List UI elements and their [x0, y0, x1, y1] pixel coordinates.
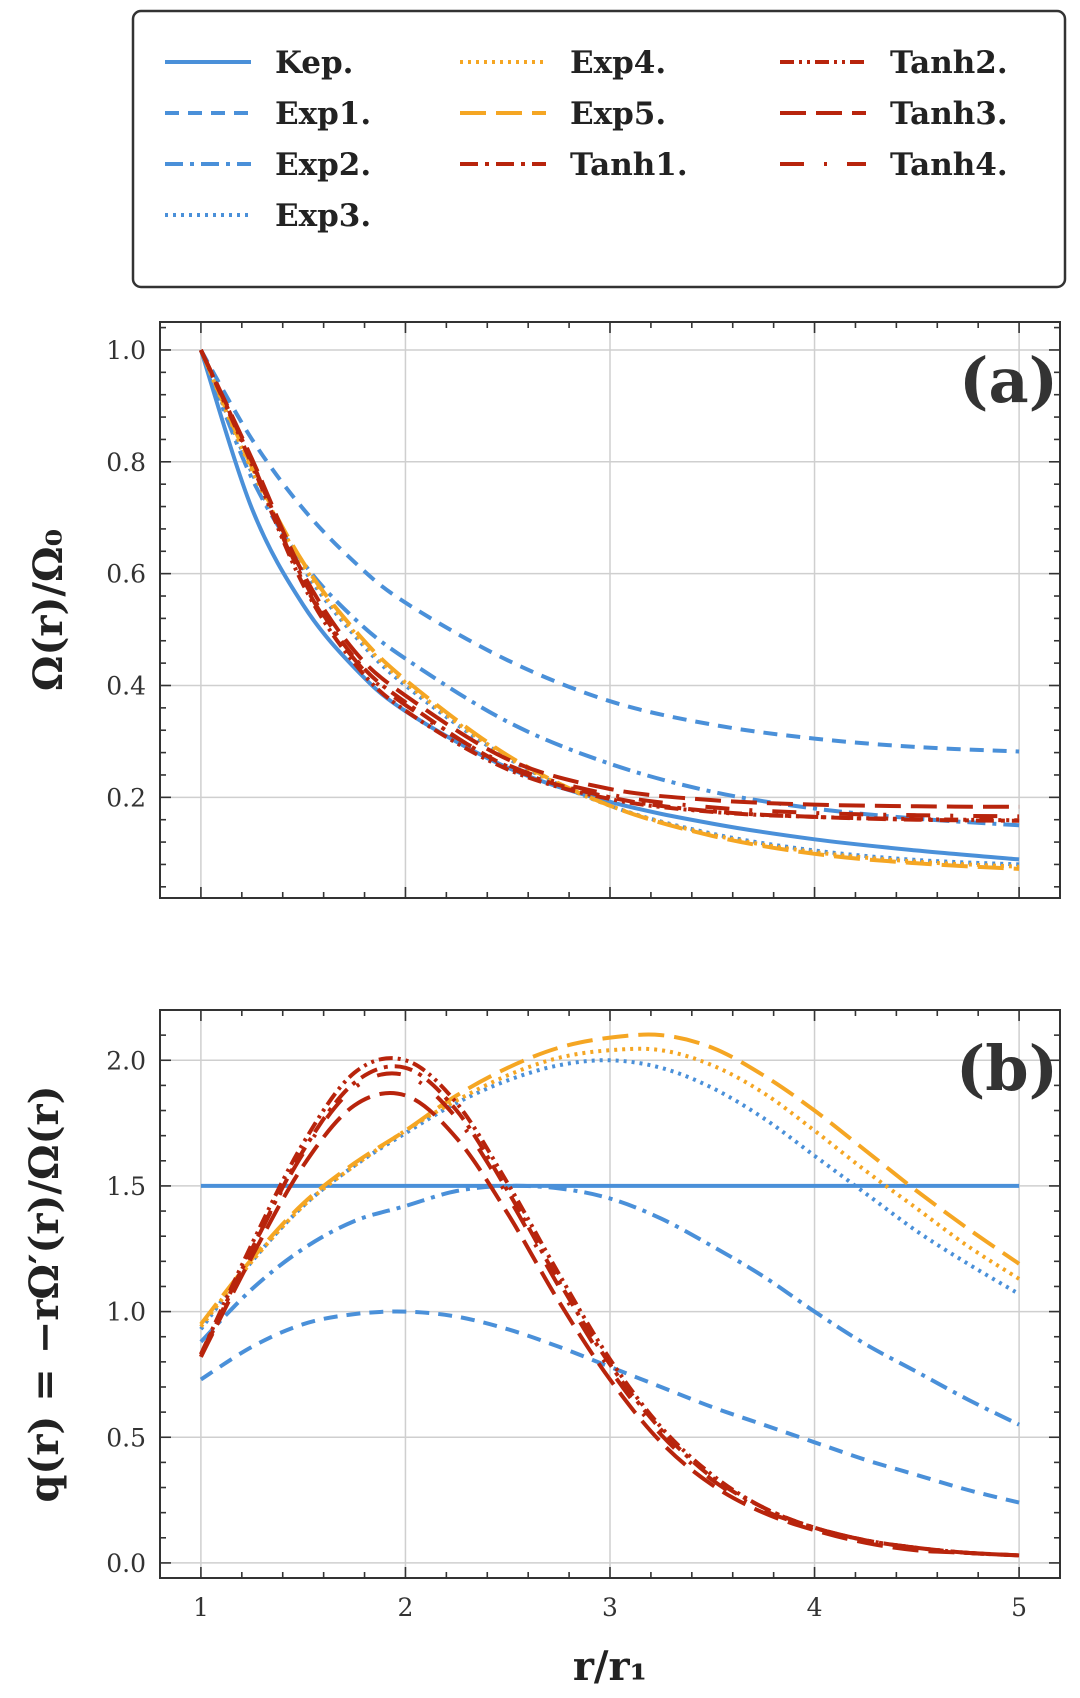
panel-b-series-tanh1 [199, 1064, 1020, 1558]
legend-frame [131, 9, 1067, 289]
legend-label-exp3: Exp3. [275, 198, 371, 234]
panel-a: 0.2 0.4 0.6 0.8 1.0 (a) Ω(r)/Ω₀ [25, 321, 1061, 899]
legend-label-exp4: Exp4. [570, 45, 666, 81]
panel-b-series-tanh3 [199, 1091, 1020, 1558]
legend-label-tanh3: Tanh3. [890, 96, 1008, 132]
panel-b-xtick-label: 4 [807, 1593, 823, 1622]
panel-a-grid [160, 322, 1060, 898]
panel-b-series-exp4 [199, 1046, 1021, 1328]
panel-b-series [199, 1032, 1021, 1558]
panel-a-series-exp1 [199, 349, 1020, 754]
legend-label-kep: Kep. [275, 45, 353, 81]
panel-a-ytick-label: 1.0 [106, 336, 146, 365]
panel-b-xtick-label: 3 [602, 1593, 618, 1622]
panel-b-ytick-label: 1.0 [106, 1298, 146, 1327]
panel-b-ytick-label: 2.0 [106, 1046, 146, 1075]
panel-b-xtick-label: 2 [398, 1593, 414, 1622]
legend-label-exp5: Exp5. [570, 96, 666, 132]
panel-a-ylabel: Ω(r)/Ω₀ [25, 529, 72, 691]
panel-b-series-tanh2 [199, 1056, 1020, 1558]
panel-a-series-tanh3 [199, 349, 1020, 809]
panel-a-ytick-label: 0.4 [106, 671, 146, 700]
panel-a-ytick-label: 0.8 [106, 448, 146, 477]
legend-label-tanh1: Tanh1. [570, 147, 688, 183]
panel-b-series-exp5 [199, 1032, 1021, 1326]
panel-a-label: (a) [959, 344, 1058, 417]
legend-label-tanh4: Tanh4. [890, 147, 1008, 183]
panel-b-xtick-label: 5 [1011, 1593, 1027, 1622]
panel-b-series-exp1 [199, 1309, 1020, 1505]
panel-b-ytick-label: 1.5 [106, 1172, 146, 1201]
panel-b-series-tanh4 [199, 1071, 1020, 1558]
legend-label-exp1: Exp1. [275, 96, 371, 132]
panel-a-series [198, 349, 1020, 871]
panel-b-xlabel: r/r₁ [573, 1643, 647, 1690]
panel-b-ytick-label: 0.5 [106, 1423, 146, 1452]
legend-label-tanh2: Tanh2. [890, 45, 1008, 81]
panel-b-ylabel: q(r) = −rΩ′(r)/Ω(r) [21, 1085, 68, 1502]
panel-a-series-tanh2 [199, 349, 1020, 823]
panel-a-series-tanh4 [199, 349, 1020, 819]
panel-b-xtick-label: 1 [193, 1593, 209, 1622]
panel-b-label: (b) [956, 1032, 1058, 1105]
panel-a-ytick-label: 0.2 [106, 783, 146, 812]
panel-b-grid [160, 1010, 1060, 1578]
panel-a-ytick-label: 0.6 [106, 560, 146, 589]
panel-b: 0.0 0.5 1.0 1.5 2.0 1 2 3 4 5 (b) q(r) = −rΩ′(r)/… [21, 1009, 1061, 1690]
panel-b-series-exp2 [199, 1183, 1020, 1427]
legend-label-exp2: Exp2. [275, 147, 371, 183]
panel-a-ticks: 0.2 0.4 0.6 0.8 1.0 [106, 322, 1060, 898]
legend: Kep. Exp1. Exp2. Exp3. Exp4. Exp5. Tanh1. Tanh2… [131, 9, 1067, 289]
panel-b-ytick-label: 0.0 [106, 1549, 146, 1578]
panel-b-ticks: 0.0 0.5 1.0 1.5 2.0 1 2 3 4 5 [106, 1009, 1060, 1622]
